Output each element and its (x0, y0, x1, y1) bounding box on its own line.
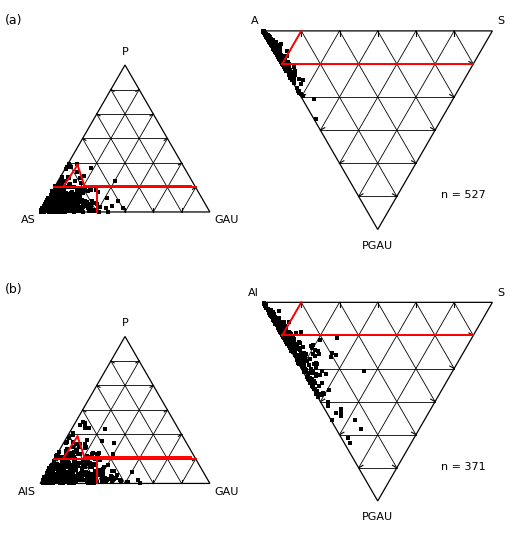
Text: AI: AI (247, 288, 259, 297)
Text: A: A (251, 16, 259, 26)
Text: S: S (497, 16, 504, 26)
Text: (b): (b) (5, 283, 23, 295)
Text: (a): (a) (5, 14, 23, 27)
Text: PGAU: PGAU (362, 241, 393, 251)
Text: AIS: AIS (18, 487, 36, 497)
Text: GAU: GAU (214, 216, 238, 225)
Text: P: P (122, 318, 128, 328)
Text: n = 527: n = 527 (440, 190, 486, 200)
Text: GAU: GAU (214, 487, 238, 497)
Text: PGAU: PGAU (362, 512, 393, 522)
Text: n = 371: n = 371 (441, 461, 486, 471)
Text: P: P (122, 47, 128, 57)
Text: AS: AS (21, 216, 36, 225)
Text: S: S (497, 288, 504, 297)
